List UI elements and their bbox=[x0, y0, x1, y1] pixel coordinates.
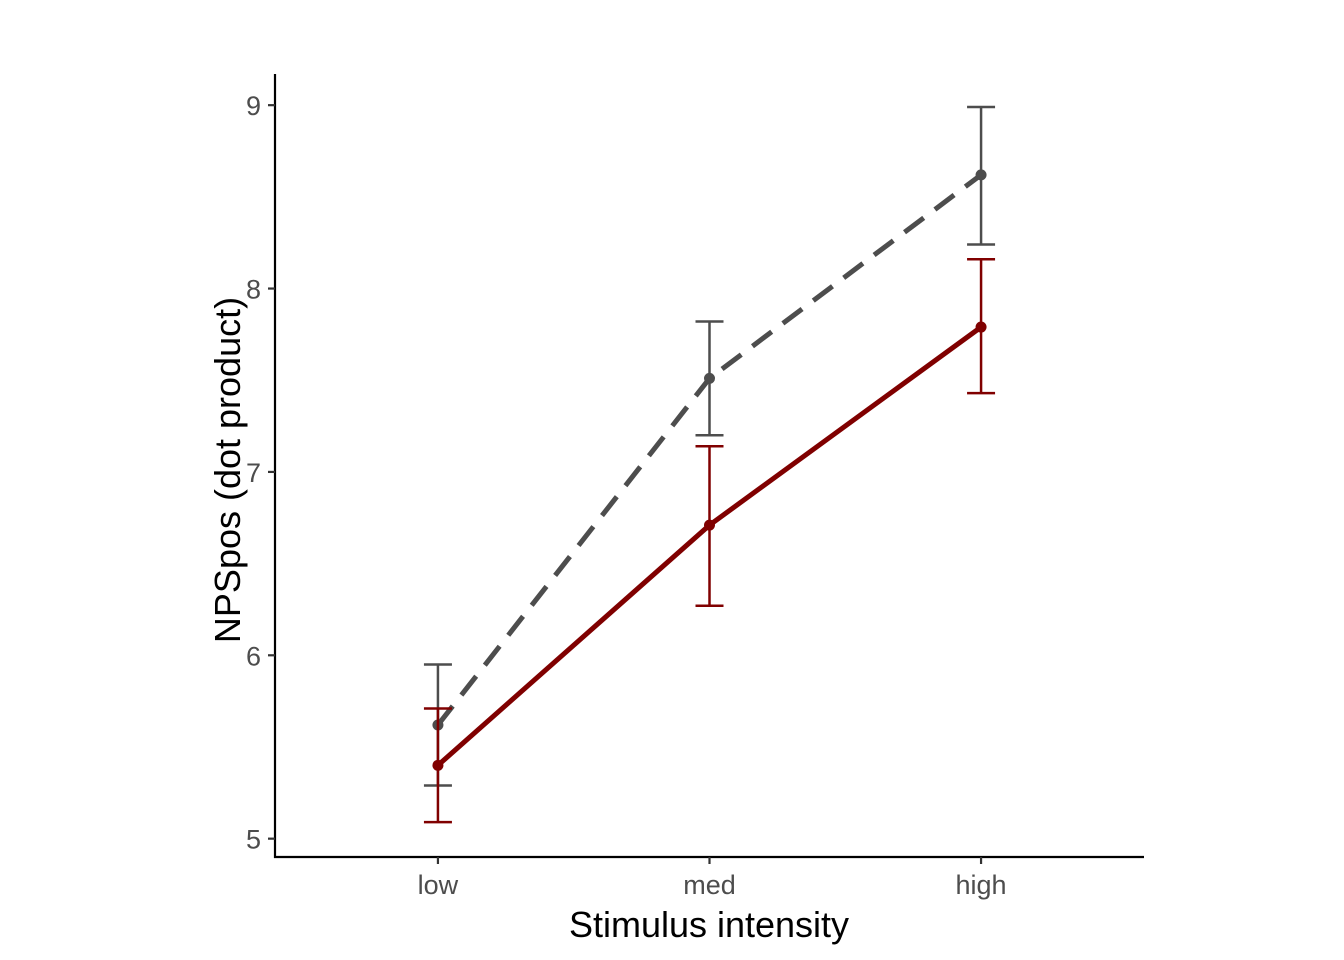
data-point bbox=[432, 759, 444, 771]
y-tick-label: 9 bbox=[246, 91, 261, 121]
x-axis-title: Stimulus intensity bbox=[569, 904, 849, 945]
data-point bbox=[704, 372, 715, 384]
y-tick-label: 5 bbox=[246, 825, 261, 855]
plot-marks bbox=[423, 105, 996, 824]
data-point bbox=[975, 321, 987, 333]
data-point bbox=[975, 169, 987, 181]
data-point bbox=[704, 519, 715, 531]
x-axis-ticks: low med high bbox=[418, 857, 1007, 900]
y-axis-ticks: 5 6 7 8 9 bbox=[246, 91, 275, 855]
y-tick-label: 6 bbox=[246, 641, 261, 671]
x-tick-label: high bbox=[956, 870, 1007, 900]
y-tick-label: 8 bbox=[246, 275, 261, 305]
series-dashed bbox=[423, 105, 996, 787]
series-solid bbox=[423, 257, 996, 824]
x-tick-label: med bbox=[683, 870, 736, 900]
y-tick-label: 7 bbox=[246, 458, 261, 488]
y-axis-title: NPSpos (dot product) bbox=[207, 297, 248, 643]
x-tick-label: low bbox=[418, 870, 459, 900]
